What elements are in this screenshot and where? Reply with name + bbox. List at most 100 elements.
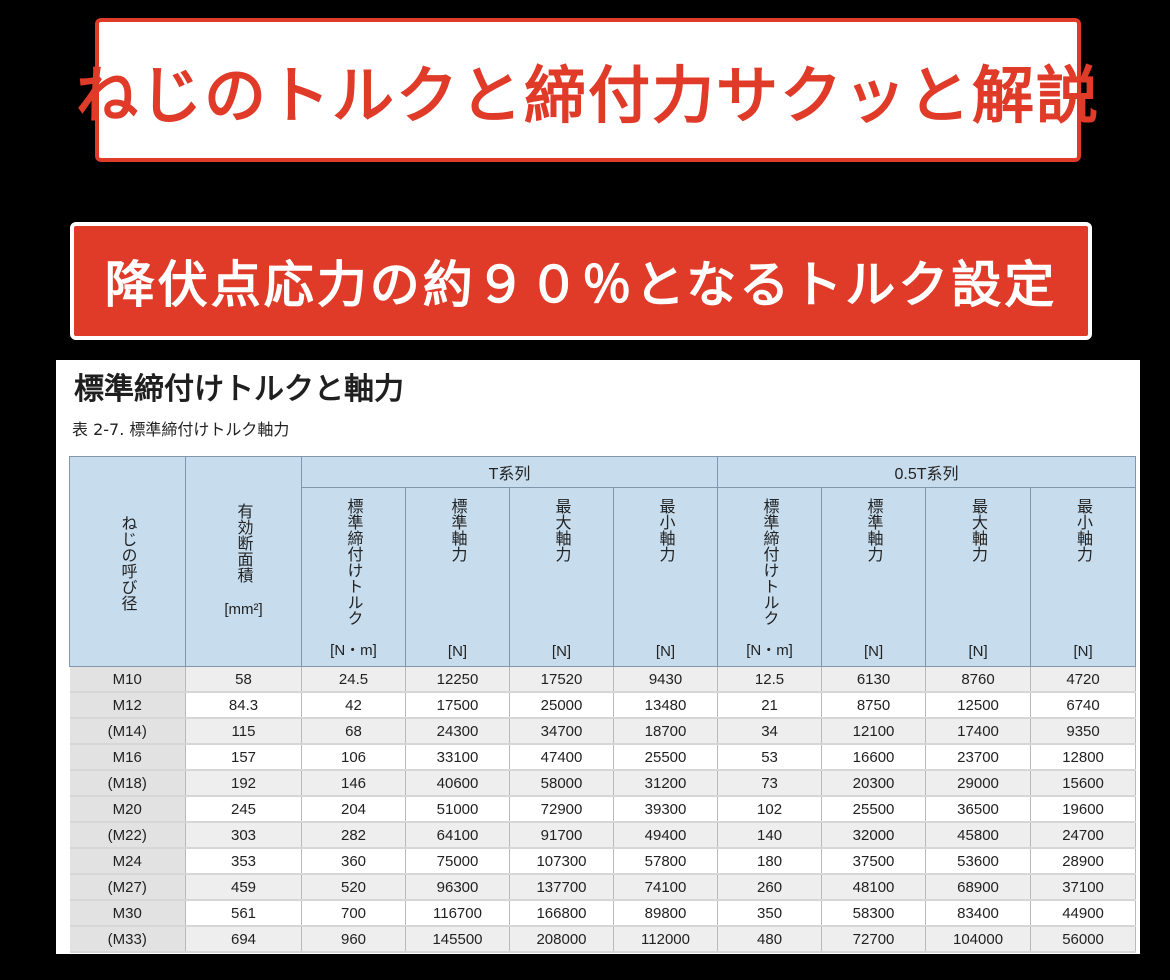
value-cell: 34 <box>717 718 823 745</box>
value-cell: 34700 <box>509 718 614 745</box>
value-cell: 166800 <box>509 900 614 927</box>
t-max-force-label: 最大軸力 <box>552 498 572 562</box>
value-cell: 12800 <box>1030 744 1137 771</box>
half-t-series-header: 0.5T系列 <box>717 456 1137 488</box>
value-cell: 204 <box>301 796 406 823</box>
value-cell: 137700 <box>509 874 614 901</box>
value-cell: 282 <box>301 822 406 849</box>
value-cell: 45800 <box>925 822 1032 849</box>
value-cell: 58300 <box>821 900 927 927</box>
value-cell: 112000 <box>613 926 719 953</box>
value-cell: 24300 <box>405 718 510 745</box>
value-cell: 16600 <box>821 744 927 771</box>
value-cell: 39300 <box>613 796 719 823</box>
value-cell: 36500 <box>925 796 1032 823</box>
t-min-force-header: 最小軸力 [N] <box>612 487 719 667</box>
value-cell: 12250 <box>405 666 510 693</box>
value-cell: 57800 <box>613 848 719 875</box>
value-cell: 18700 <box>613 718 719 745</box>
table-caption: 表 2-7. 標準締付けトルク軸力 <box>72 420 290 439</box>
value-cell: 84.3 <box>185 692 302 719</box>
value-cell: 520 <box>301 874 406 901</box>
t-min-force-label: 最小軸力 <box>656 498 676 562</box>
value-cell: 17500 <box>405 692 510 719</box>
value-cell: 25500 <box>613 744 719 771</box>
value-cell: 8750 <box>821 692 927 719</box>
table-row: M16 157 106 33100 47400 25500 53 16600 23700 1280… <box>69 744 1137 771</box>
value-cell: 72900 <box>509 796 614 823</box>
size-cell: M20 <box>69 796 186 823</box>
value-cell: 53600 <box>925 848 1032 875</box>
t-series-header: T系列 <box>300 456 719 488</box>
t-torque-unit: [N・m] <box>330 642 377 659</box>
h-std-force-label: 標準軸力 <box>864 498 884 562</box>
value-cell: 17400 <box>925 718 1032 745</box>
t-torque-label: 標準締付けトルク <box>344 498 364 626</box>
title-banner: ねじのトルクと締付力サクッと解説 <box>76 18 1098 162</box>
subtitle-text: 降伏点応力の約９０％となるトルク設定 <box>104 256 1058 314</box>
value-cell: 353 <box>185 848 302 875</box>
t-std-force-label: 標準軸力 <box>448 498 468 562</box>
h-torque-unit: [N・m] <box>746 642 793 659</box>
table-row: M24 353 360 75000 107300 57800 180 37500 53600 28… <box>69 848 1137 875</box>
table-row: M10 58 24.5 12250 17520 9430 12.5 6130 8760 4720 <box>69 666 1137 693</box>
torque-table: ねじの呼び径 有効断面積 [mm²] T系列 0.5T系列 標準締付けトルク [N… <box>69 456 1137 953</box>
value-cell: 303 <box>185 822 302 849</box>
value-cell: 192 <box>185 770 302 797</box>
value-cell: 459 <box>185 874 302 901</box>
header-column-row: 標準締付けトルク [N・m] 標準軸力 [N] 最大軸力 [N] 最小軸力 [N] 標準… <box>70 487 1137 667</box>
value-cell: 37500 <box>821 848 927 875</box>
value-cell: 96300 <box>405 874 510 901</box>
value-cell: 75000 <box>405 848 510 875</box>
size-cell: M10 <box>69 666 186 693</box>
value-cell: 700 <box>301 900 406 927</box>
value-cell: 83400 <box>925 900 1032 927</box>
value-cell: 13480 <box>613 692 719 719</box>
value-cell: 245 <box>185 796 302 823</box>
value-cell: 350 <box>717 900 823 927</box>
value-cell: 20300 <box>821 770 927 797</box>
value-cell: 140 <box>717 822 823 849</box>
size-cell: M16 <box>69 744 186 771</box>
h-torque-label: 標準締付けトルク <box>760 498 780 626</box>
value-cell: 24700 <box>1030 822 1137 849</box>
value-cell: 28900 <box>1030 848 1137 875</box>
page-title: ねじのトルクと締付力サクッと解説 <box>76 59 1101 132</box>
value-cell: 25500 <box>821 796 927 823</box>
table-row: (M14) 115 68 24300 34700 18700 34 12100 17400 935… <box>69 718 1137 745</box>
value-cell: 180 <box>717 848 823 875</box>
value-cell: 44900 <box>1030 900 1137 927</box>
size-cell: (M27) <box>69 874 186 901</box>
table-row: (M22) 303 282 64100 91700 49400 140 32000 45800 2… <box>69 822 1137 849</box>
h-min-force-label: 最小軸力 <box>1074 498 1094 562</box>
table-row: M20 245 204 51000 72900 39300 102 25500 36500 196… <box>69 796 1137 823</box>
header-group-row: ねじの呼び径 有効断面積 [mm²] T系列 0.5T系列 <box>69 456 1137 667</box>
value-cell: 73 <box>717 770 823 797</box>
value-cell: 260 <box>717 874 823 901</box>
value-cell: 37100 <box>1030 874 1137 901</box>
t-std-force-unit: [N] <box>447 643 468 660</box>
value-cell: 19600 <box>1030 796 1137 823</box>
value-cell: 480 <box>717 926 823 953</box>
value-cell: 6740 <box>1030 692 1137 719</box>
value-cell: 116700 <box>405 900 510 927</box>
size-cell: (M33) <box>69 926 186 953</box>
value-cell: 561 <box>185 900 302 927</box>
table-row: M12 84.3 42 17500 25000 13480 21 8750 12500 6740 <box>69 692 1137 719</box>
value-cell: 89800 <box>613 900 719 927</box>
size-cell: (M18) <box>69 770 186 797</box>
value-cell: 91700 <box>509 822 614 849</box>
h-min-force-header: 最小軸力 [N] <box>1030 487 1137 667</box>
value-cell: 208000 <box>509 926 614 953</box>
value-cell: 31200 <box>613 770 719 797</box>
value-cell: 15600 <box>1030 770 1137 797</box>
subtitle-banner: 降伏点応力の約９０％となるトルク設定 <box>70 222 1092 340</box>
value-cell: 360 <box>301 848 406 875</box>
size-cell: M12 <box>69 692 186 719</box>
value-cell: 115 <box>185 718 302 745</box>
value-cell: 960 <box>301 926 406 953</box>
h-max-force-label: 最大軸力 <box>969 498 989 562</box>
h-max-force-header: 最大軸力 [N] <box>925 487 1032 667</box>
value-cell: 21 <box>717 692 823 719</box>
value-cell: 12500 <box>925 692 1032 719</box>
